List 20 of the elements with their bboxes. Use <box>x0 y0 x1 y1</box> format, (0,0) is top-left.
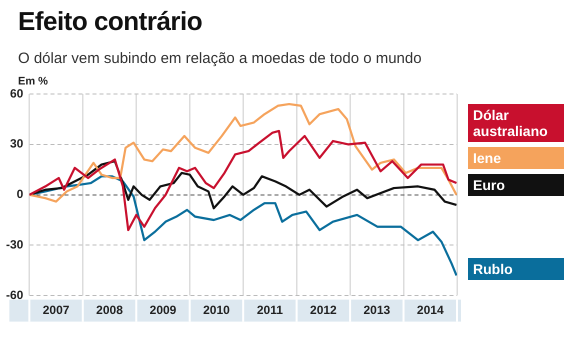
chart-subtitle: O dólar vem subindo em relação a moedas de todo o mundo <box>18 50 422 67</box>
x-tick-label: 2011 <box>256 303 284 318</box>
x-tick-label: 2009 <box>150 303 177 318</box>
series-label: Rublo <box>468 258 564 280</box>
y-tick-label: 60 <box>10 86 24 100</box>
x-tick-label: 2007 <box>42 303 70 318</box>
y-tick-label: -60 <box>6 288 24 302</box>
x-tick-label: 2014 <box>416 303 444 318</box>
series-label: Euro <box>468 174 564 196</box>
y-tick-label: -30 <box>6 238 24 252</box>
y-tick-label: 0 <box>16 187 24 202</box>
x-tick-label: 2012 <box>310 303 338 318</box>
chart-title: Efeito contrário <box>18 6 202 37</box>
x-tick-label: 2013 <box>363 303 390 318</box>
x-tick-label: 2008 <box>96 303 124 318</box>
y-tick-label: 30 <box>10 136 24 151</box>
x-tick-label: 2010 <box>203 303 230 318</box>
text: Dólar australiano <box>468 104 564 142</box>
y-axis-title: Em % <box>18 76 48 88</box>
text: Iene <box>468 147 564 169</box>
